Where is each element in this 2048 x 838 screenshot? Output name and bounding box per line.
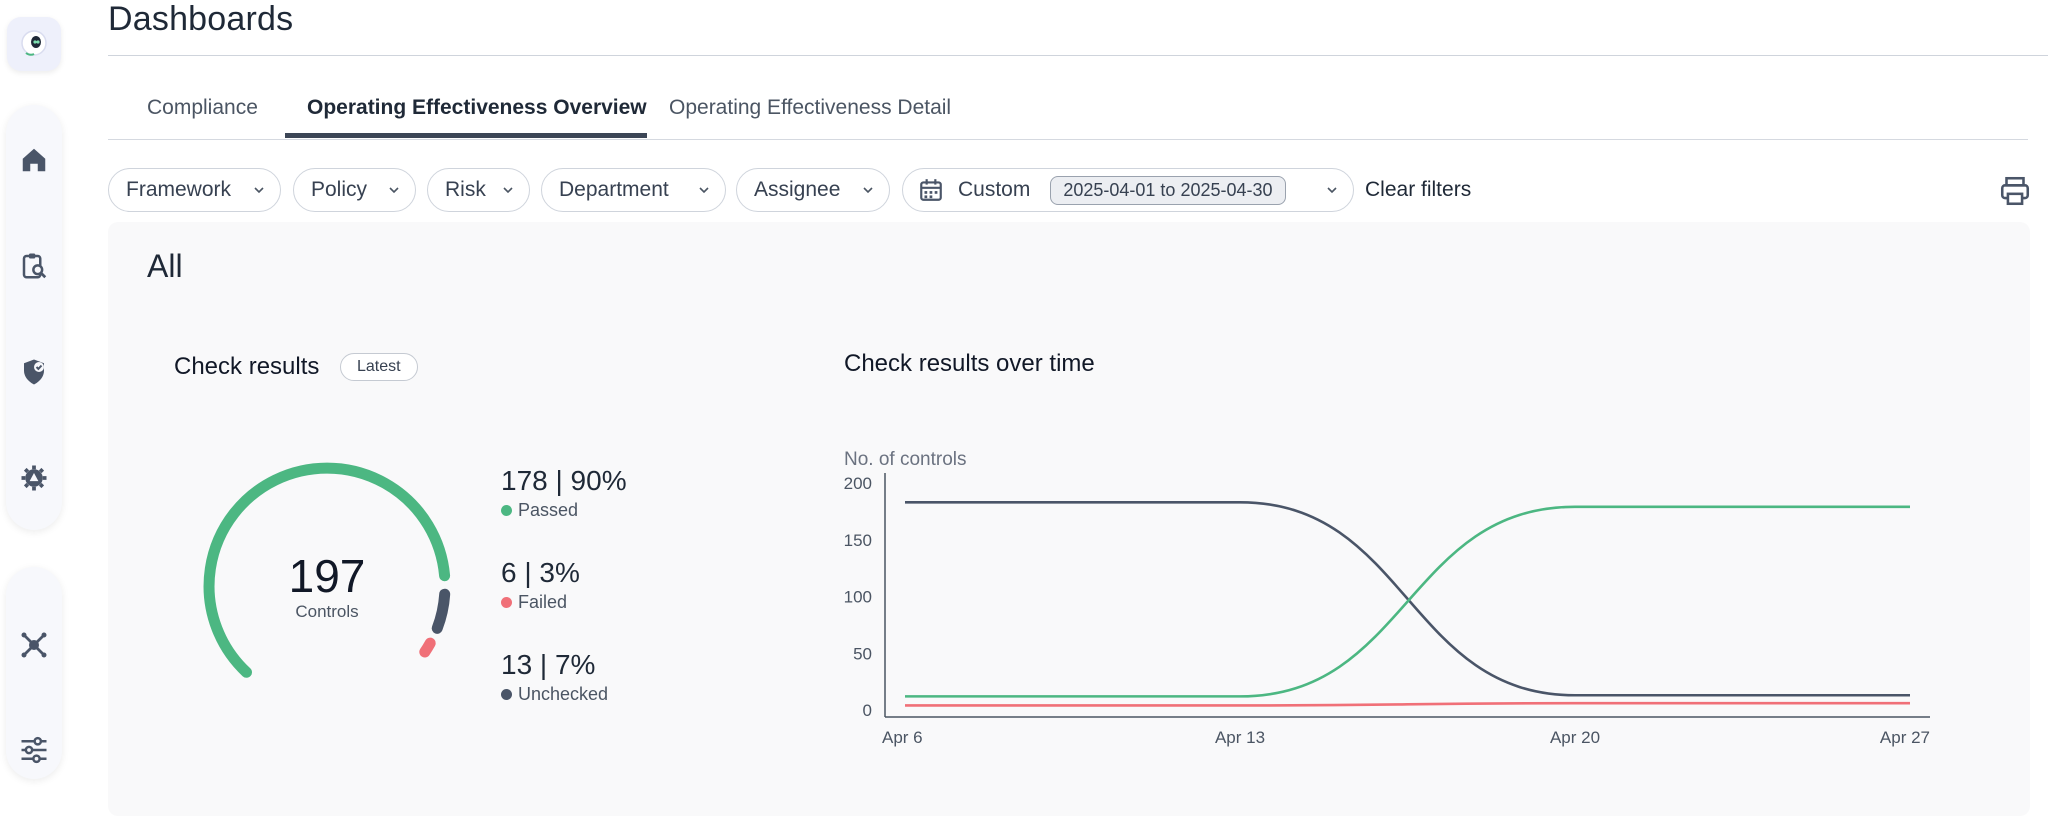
page-title: Dashboards [108,0,294,38]
assignee-filter-label: Assignee [754,178,841,201]
sliders-icon [21,736,47,764]
donut-segment-unchecked [431,588,451,634]
tab-compliance[interactable]: Compliance [147,96,258,119]
series-line [905,701,1910,707]
chevron-down-icon [699,187,709,194]
date-mode-label: Custom [958,178,1031,201]
latest-badge: Latest [340,353,418,381]
check-results-title: Check results [174,353,320,380]
y-tick-label: 200 [844,474,872,493]
print-button[interactable] [1998,174,2032,208]
stat-passed: 178 | 90% Passed [501,464,627,521]
framework-filter[interactable]: Framework [108,168,281,212]
donut-segment-failed [419,637,436,658]
donut-center: 197 Controls [197,550,457,622]
x-tick-label: Apr 27 [1880,728,1930,747]
chevron-down-icon [503,187,513,194]
x-tick-label: Apr 13 [1215,728,1265,747]
series-line [905,505,1910,698]
y-axis-label: No. of controls [844,449,967,470]
sidebar-item-risk[interactable] [6,450,62,506]
stat-failed: 6 | 3% Failed [501,556,580,613]
shield-check-icon [24,359,44,385]
sidebar-item-audits[interactable] [6,238,62,294]
series-line [905,500,1910,697]
failed-dot [501,597,512,608]
date-range-filter[interactable]: Custom 2025-04-01 to 2025-04-30 [902,168,1354,212]
chevron-down-icon [863,187,873,194]
y-tick-label: 150 [844,531,872,550]
sidebar-item-compliance[interactable] [6,344,62,400]
sidebar-item-settings[interactable] [6,722,62,778]
chevron-down-icon [1327,187,1337,194]
y-tick-label: 0 [863,701,872,720]
stat-failed-value: 6 | 3% [501,557,580,588]
stat-passed-label: Passed [518,500,579,520]
clipboard-search-icon [22,253,47,279]
donut-segment-passed [203,462,451,678]
sidebar-item-home[interactable] [6,132,62,188]
stat-passed-value: 178 | 90% [501,465,627,496]
policy-filter[interactable]: Policy [293,168,416,212]
policy-filter-label: Policy [311,178,368,201]
y-tick-label: 50 [853,644,872,663]
chevron-down-icon [254,187,264,194]
chevron-down-icon [389,187,399,194]
total-controls-label: Controls [295,602,359,621]
tab-operating-effectiveness-detail[interactable]: Operating Effectiveness Detail [669,96,952,119]
active-tab-indicator [285,133,647,138]
check-results-line-chart: 0 50 100 150 200 Apr 6 Apr 13 Apr 20 Apr 27 [844,473,1930,747]
stat-unchecked-label: Unchecked [518,684,609,704]
x-tick-label: Apr 20 [1550,728,1600,747]
printer-icon [2000,176,2030,206]
stat-unchecked: 13 | 7% Unchecked [501,648,608,705]
department-filter[interactable]: Department [541,168,726,212]
home-icon [22,148,46,172]
check-results-donut [203,462,451,678]
x-tick-label: Apr 6 [882,728,923,747]
panel-title: All [147,248,183,284]
y-tick-label: 100 [844,588,872,607]
total-controls-value: 197 [288,550,366,602]
passed-dot [501,505,512,516]
sidebar-item-integrations[interactable] [6,617,62,673]
risk-filter[interactable]: Risk [427,168,530,212]
tab-operating-effectiveness-overview[interactable]: Operating Effectiveness Overview [307,96,647,119]
department-filter-label: Department [559,178,669,201]
assignee-filter[interactable]: Assignee [736,168,890,212]
sidebar-main-group [6,105,62,530]
logo-icon [21,30,47,56]
sidebar-secondary-group [6,567,62,779]
risk-filter-label: Risk [445,178,486,201]
gear-alert-icon [21,465,47,491]
unchecked-dot [501,689,512,700]
sidebar [0,0,68,838]
tab-bar: Compliance Operating Effectiveness Overv… [108,90,2028,140]
integrations-icon [21,632,47,658]
calendar-icon [920,179,942,201]
stat-failed-label: Failed [518,592,568,612]
stat-unchecked-value: 13 | 7% [501,649,596,680]
app-logo[interactable] [7,17,61,71]
date-range-chip: 2025-04-01 to 2025-04-30 [1050,175,1286,205]
clear-filters-button[interactable]: Clear filters [1365,178,1472,201]
over-time-title: Check results over time [844,350,1095,377]
framework-filter-label: Framework [126,178,232,201]
title-divider [108,55,2048,56]
